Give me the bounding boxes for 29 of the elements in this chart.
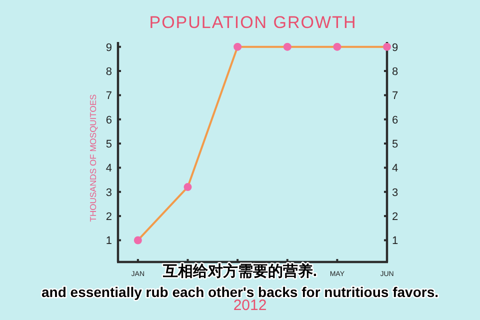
y-tick-label: 4 (106, 162, 112, 175)
y-tick-label: 8 (106, 66, 112, 78)
y2-tick-label: 2 (392, 211, 398, 224)
y-tick-label: 3 (106, 186, 112, 199)
point (234, 42, 242, 51)
y2-tick-label: 1 (392, 235, 398, 248)
text: 互相给对方需要的营养. (162, 262, 318, 280)
point (283, 42, 292, 51)
y2-tick-label: 6 (392, 114, 398, 126)
y-tick-label: 9 (106, 42, 112, 54)
y2-tick-label: 4 (392, 162, 398, 175)
point (134, 236, 142, 244)
y-tick-label: 7 (106, 90, 112, 102)
y-axis-title: THOUSANDS OF MOSQUITOES (88, 94, 98, 222)
y-tick-label: 6 (106, 114, 112, 126)
chart-title: POPULATION GROWTH (149, 13, 357, 32)
point (333, 42, 342, 51)
y2-tick-label: 3 (392, 186, 398, 199)
y-tick-label: 5 (106, 138, 112, 151)
y-tick-label: 1 (106, 235, 112, 248)
y2-tick-label: 5 (392, 138, 398, 151)
y-tick-label: 2 (106, 211, 112, 224)
point (383, 42, 391, 51)
x-axis-title: 2012 (233, 297, 267, 314)
y2-tick-label: 8 (392, 66, 398, 78)
point (184, 183, 192, 192)
y2-tick-label: 9 (392, 42, 398, 54)
y2-tick-label: 7 (392, 90, 398, 102)
text: and essentially rub each other's backs for nutritious favors. (42, 284, 438, 300)
